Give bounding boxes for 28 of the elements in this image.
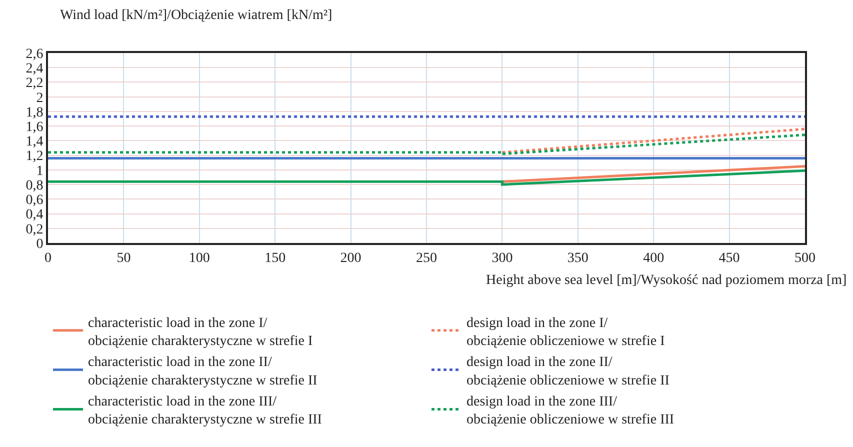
y-tick-label: 0,6 (26, 193, 44, 208)
y-tick-label: 2,4 (26, 62, 44, 77)
legend-label: design load in the zone III/ obciążenie obliczeniowe w strefie III (466, 394, 674, 428)
x-tick-label: 200 (340, 250, 362, 266)
x-tick-label: 250 (416, 250, 437, 266)
y-tick-label: 2,6 (26, 46, 44, 62)
y-axis-title: Wind load [kN/m²]/Obciążenie wiatrem [kN/m²] (60, 8, 332, 23)
y-tick-label: 1,4 (26, 134, 44, 150)
y-tick-label: 0,2 (26, 222, 44, 238)
y-tick-label: 0,4 (26, 208, 44, 223)
y-tick-label: 2 (36, 90, 44, 106)
y-tick-label: 1,8 (26, 105, 44, 120)
legend-label: characteristic load in the zone III/ obciążenie charakterystyczne w strefie III (88, 394, 322, 428)
y-tick-label: 1 (36, 164, 44, 179)
x-tick-label: 150 (264, 250, 286, 266)
y-tick-label: 2,2 (26, 76, 44, 92)
y-tick-label: 0 (36, 236, 44, 252)
x-tick-label: 100 (188, 250, 210, 266)
x-axis-title: Height above sea level [m]/Wysokość nad poziomem morza [m] (486, 273, 847, 288)
x-tick-label: 350 (567, 250, 588, 266)
x-tick-label: 500 (794, 250, 816, 266)
y-tick-label: 1,6 (26, 120, 44, 135)
y-tick-label: 1,2 (26, 149, 44, 164)
x-tick-label: 400 (643, 250, 664, 266)
x-tick-label: 300 (492, 250, 513, 266)
x-tick-label: 450 (718, 250, 740, 266)
y-tick-label: 0,8 (26, 178, 44, 194)
x-tick-label: 50 (116, 250, 131, 266)
